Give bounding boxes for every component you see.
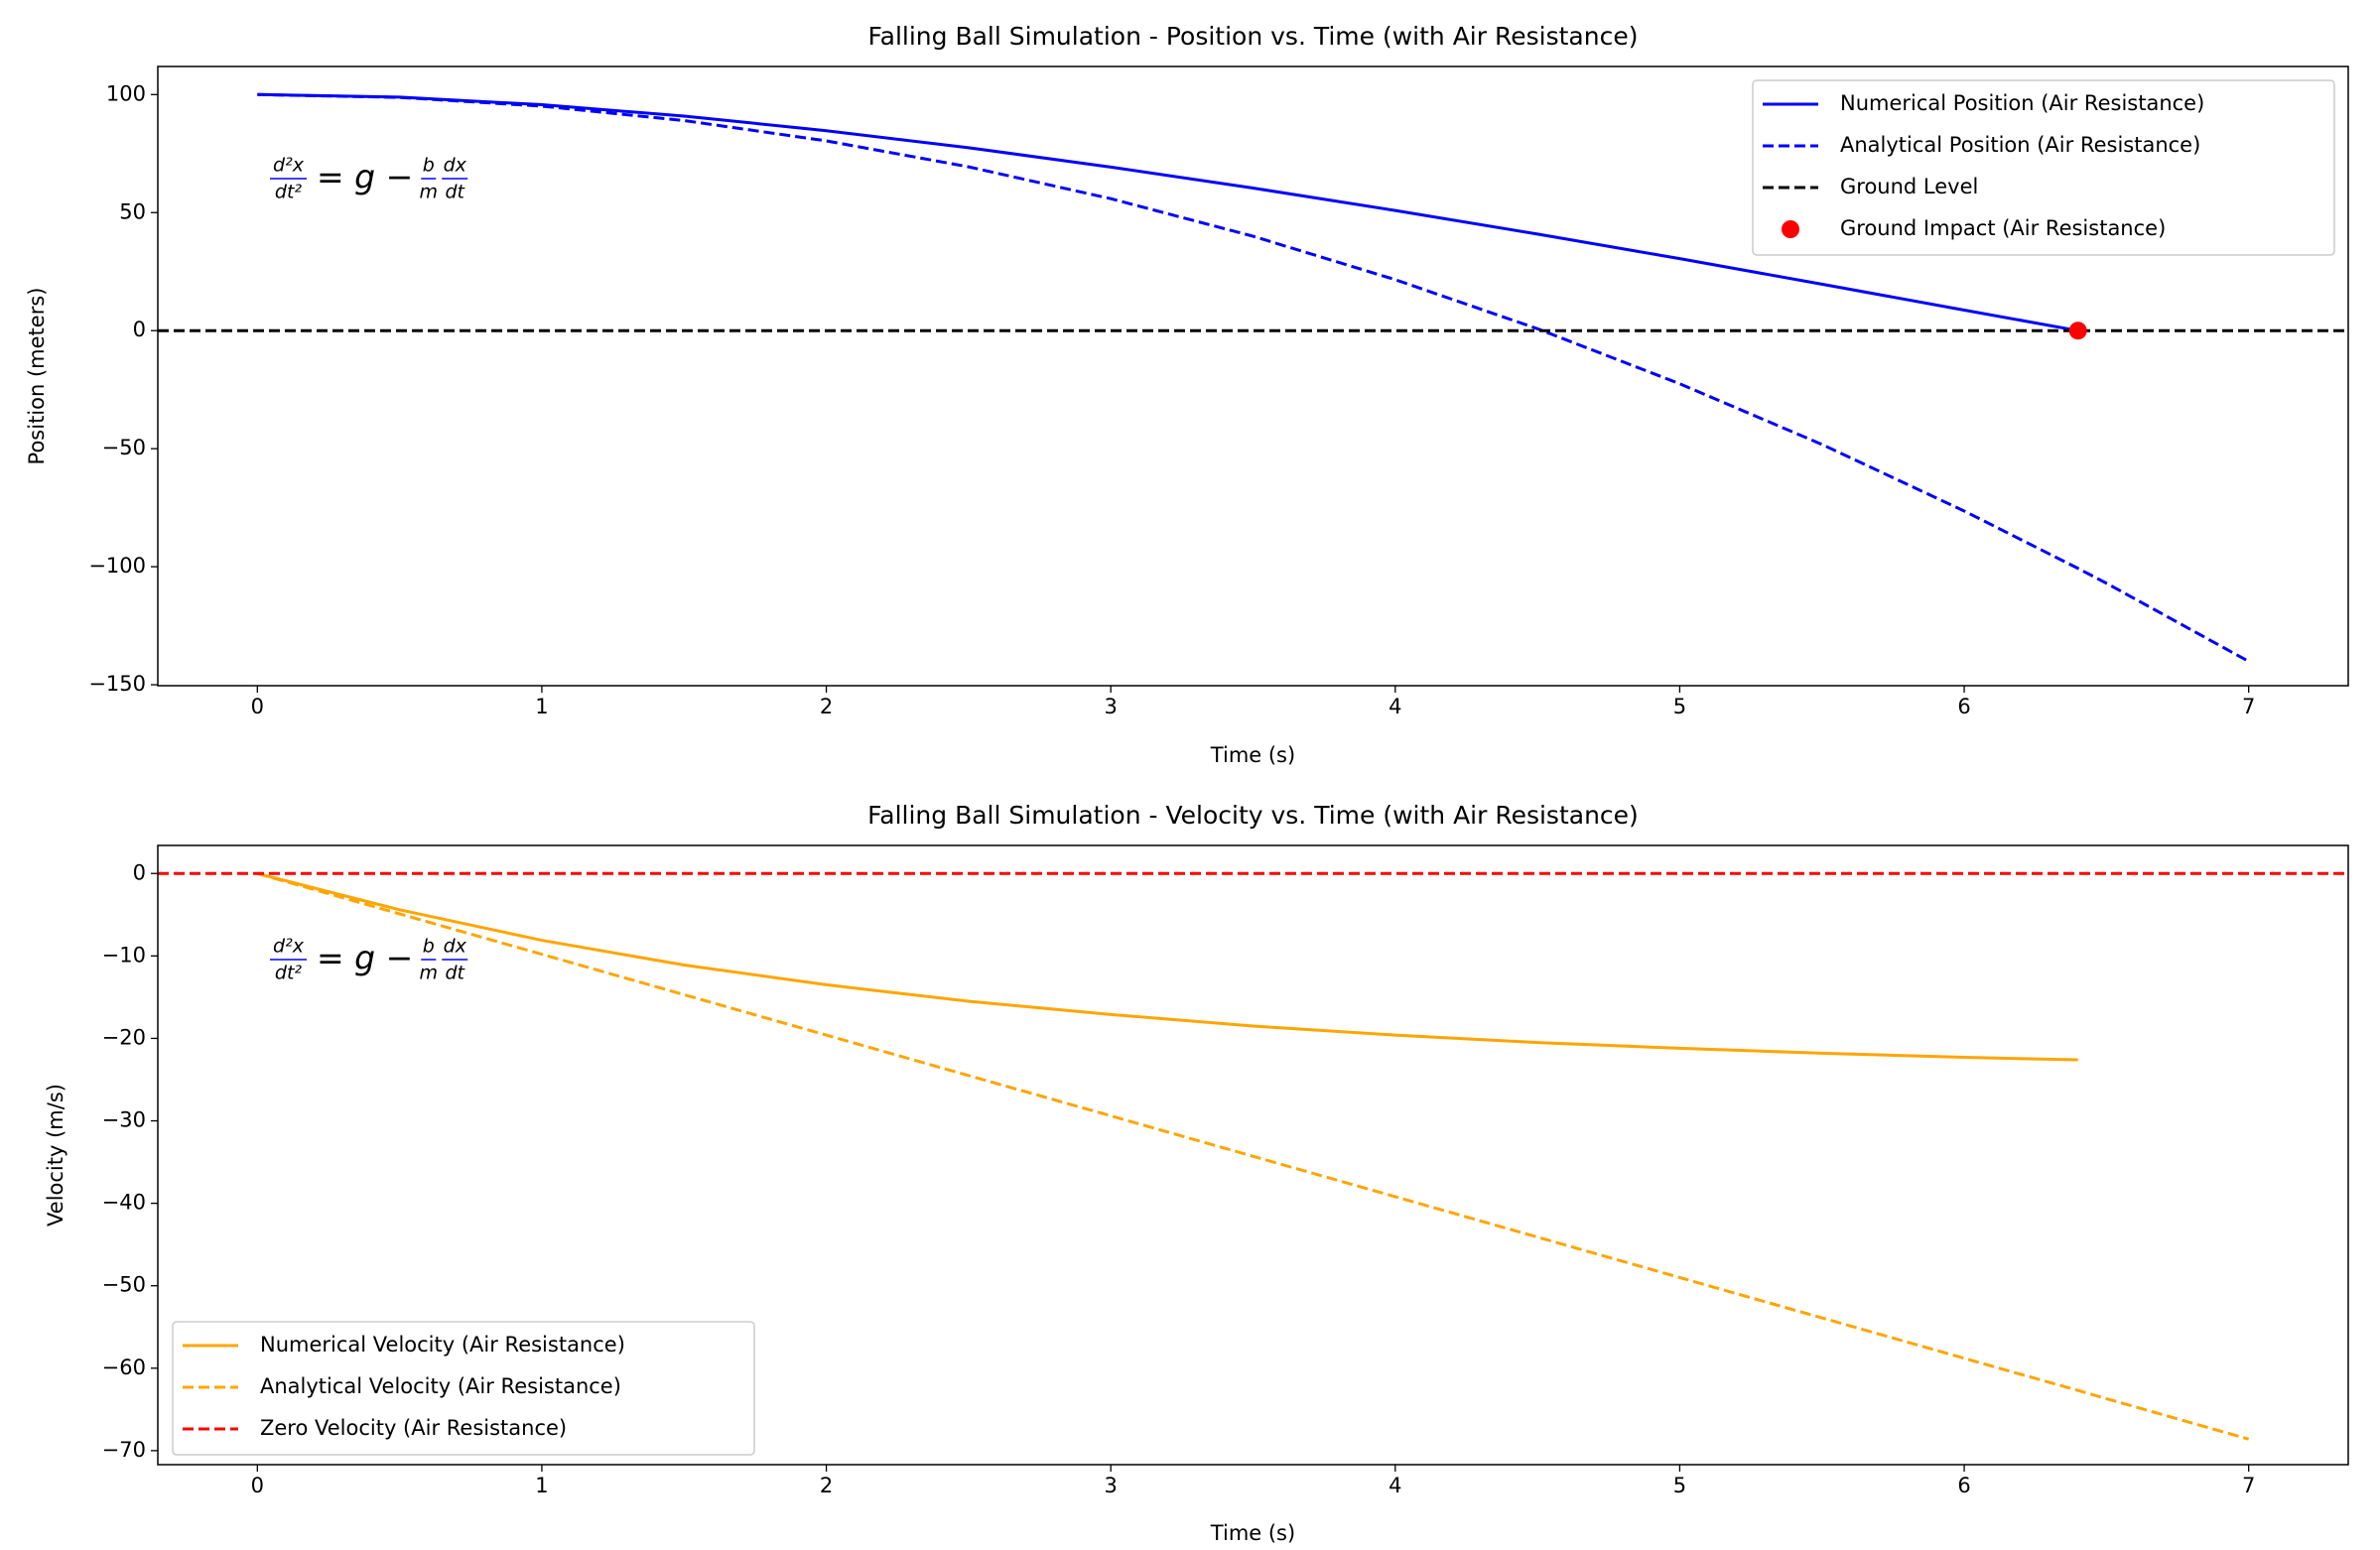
y-tick-label: 100 — [106, 81, 146, 105]
data-line — [256, 871, 2250, 1441]
y-axis-label: Position (meters) — [25, 288, 49, 465]
x-tick-label: 4 — [1388, 1474, 1401, 1497]
x-tick-label: 7 — [2242, 1474, 2255, 1497]
data-line — [256, 871, 2078, 1062]
chart-title: Falling Ball Simulation - Velocity vs. T… — [867, 801, 1639, 830]
legend-label: Analytical Velocity (Air Resistance) — [260, 1374, 621, 1398]
plot-frame — [157, 844, 2349, 1466]
annotation-numerator: b — [423, 936, 435, 958]
y-tick-label: −30 — [102, 1108, 146, 1132]
x-tick-label: 6 — [1957, 695, 1970, 718]
chart-title: Falling Ball Simulation - Position vs. T… — [868, 22, 1639, 51]
annotation-numerator: d²x — [273, 155, 305, 177]
x-tick-label: 7 — [2242, 695, 2255, 718]
annotation-denominator: dt — [445, 182, 465, 203]
annotation-denominator: m — [419, 963, 438, 984]
annotation-numerator: dx — [444, 936, 467, 958]
legend-box — [172, 1321, 755, 1456]
x-tick-label: 3 — [1105, 1474, 1118, 1497]
impact-marker — [2068, 322, 2087, 340]
x-axis-label: Time (s) — [1210, 1521, 1295, 1545]
y-tick-label: −100 — [88, 554, 146, 578]
y-tick-label: 0 — [133, 860, 146, 884]
legend-label: Numerical Position (Air Resistance) — [1840, 91, 2204, 115]
data-line — [257, 92, 2250, 663]
annotation-text: = g − — [317, 158, 413, 196]
annotation-denominator: m — [419, 182, 438, 203]
annotation-denominator: dt — [445, 963, 465, 984]
y-tick-label: −50 — [102, 1273, 146, 1297]
y-tick-label: −50 — [102, 436, 146, 459]
x-tick-label: 0 — [251, 1474, 264, 1497]
annotation-numerator: d²x — [273, 936, 305, 958]
x-tick-label: 3 — [1105, 695, 1118, 718]
x-tick-label: 2 — [820, 695, 833, 718]
annotation-text: = g − — [317, 939, 413, 977]
annotation-denominator: dt² — [275, 963, 303, 984]
legend-label: Ground Level — [1840, 175, 1978, 198]
x-tick-label: 5 — [1673, 695, 1686, 718]
y-tick-label: −10 — [102, 943, 146, 967]
y-tick-label: −40 — [102, 1191, 146, 1215]
annotation-numerator: dx — [444, 155, 467, 177]
plot-frame — [157, 65, 2349, 687]
annotation-numerator: b — [423, 155, 435, 177]
legend-label: Zero Velocity (Air Resistance) — [260, 1416, 567, 1440]
x-tick-label: 1 — [535, 1474, 548, 1497]
legend-marker — [1782, 220, 1799, 238]
x-axis-label: Time (s) — [1210, 743, 1295, 767]
y-tick-label: −150 — [88, 672, 146, 696]
x-tick-label: 2 — [820, 1474, 833, 1497]
y-tick-label: 50 — [119, 199, 146, 223]
y-tick-label: 0 — [133, 318, 146, 341]
y-tick-label: −70 — [102, 1438, 146, 1462]
legend-box — [1752, 79, 2335, 256]
y-axis-label: Velocity (m/s) — [44, 1084, 67, 1227]
x-tick-label: 4 — [1388, 695, 1401, 718]
annotation-denominator: dt² — [275, 182, 303, 203]
legend-label: Numerical Velocity (Air Resistance) — [260, 1333, 625, 1356]
y-tick-label: −20 — [102, 1025, 146, 1049]
x-tick-label: 1 — [535, 695, 548, 718]
y-tick-label: −60 — [102, 1356, 146, 1379]
x-tick-label: 0 — [251, 695, 264, 718]
x-tick-label: 5 — [1673, 1474, 1686, 1497]
data-line — [257, 92, 2078, 332]
x-tick-label: 6 — [1957, 1474, 1970, 1497]
legend-label: Ground Impact (Air Resistance) — [1840, 216, 2166, 240]
legend-label: Analytical Position (Air Resistance) — [1840, 133, 2200, 157]
